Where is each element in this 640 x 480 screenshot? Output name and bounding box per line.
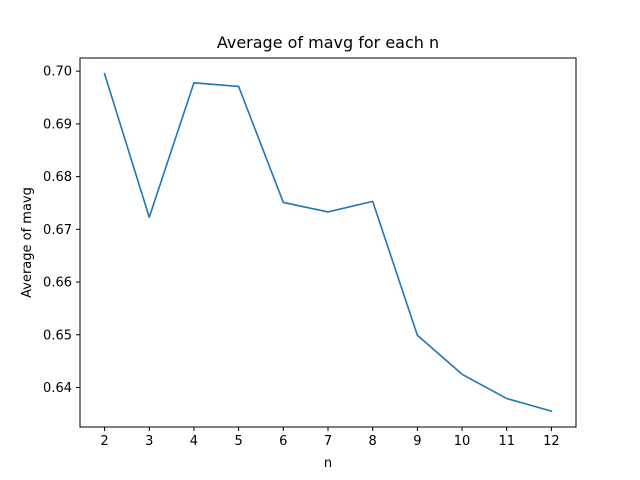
x-tick-label: 8 [369,434,377,449]
series-line [103,72,553,413]
x-tick-label: 12 [543,434,560,449]
y-tick-label: 0.70 [43,65,72,80]
x-tick-label: 9 [413,434,421,449]
x-tick-label: 6 [279,434,287,449]
y-tick-label: 0.67 [43,223,72,238]
chart-title: Average of mavg for each n [217,33,439,52]
x-axis: 2 3 4 5 6 7 8 9 10 11 12 [100,427,560,449]
y-axis: 0.64 0.65 0.66 0.67 0.68 0.69 0.70 [43,65,80,396]
x-tick-label: 11 [498,434,515,449]
series-layer [103,72,553,413]
y-tick-label: 0.68 [43,170,72,185]
x-tick-label: 5 [234,434,242,449]
x-tick-label: 2 [100,434,108,449]
x-tick-label: 10 [454,434,471,449]
x-tick-label: 4 [190,434,198,449]
x-tick-label: 7 [324,434,332,449]
plot-area-frame [79,57,577,428]
y-tick-label: 0.69 [43,117,72,132]
x-axis-label: n [324,456,332,471]
x-tick-label: 3 [145,434,153,449]
y-tick-label: 0.64 [43,381,72,396]
y-tick-label: 0.65 [43,328,72,343]
y-tick-label: 0.66 [43,276,72,291]
y-axis-label: Average of mavg [20,187,35,298]
